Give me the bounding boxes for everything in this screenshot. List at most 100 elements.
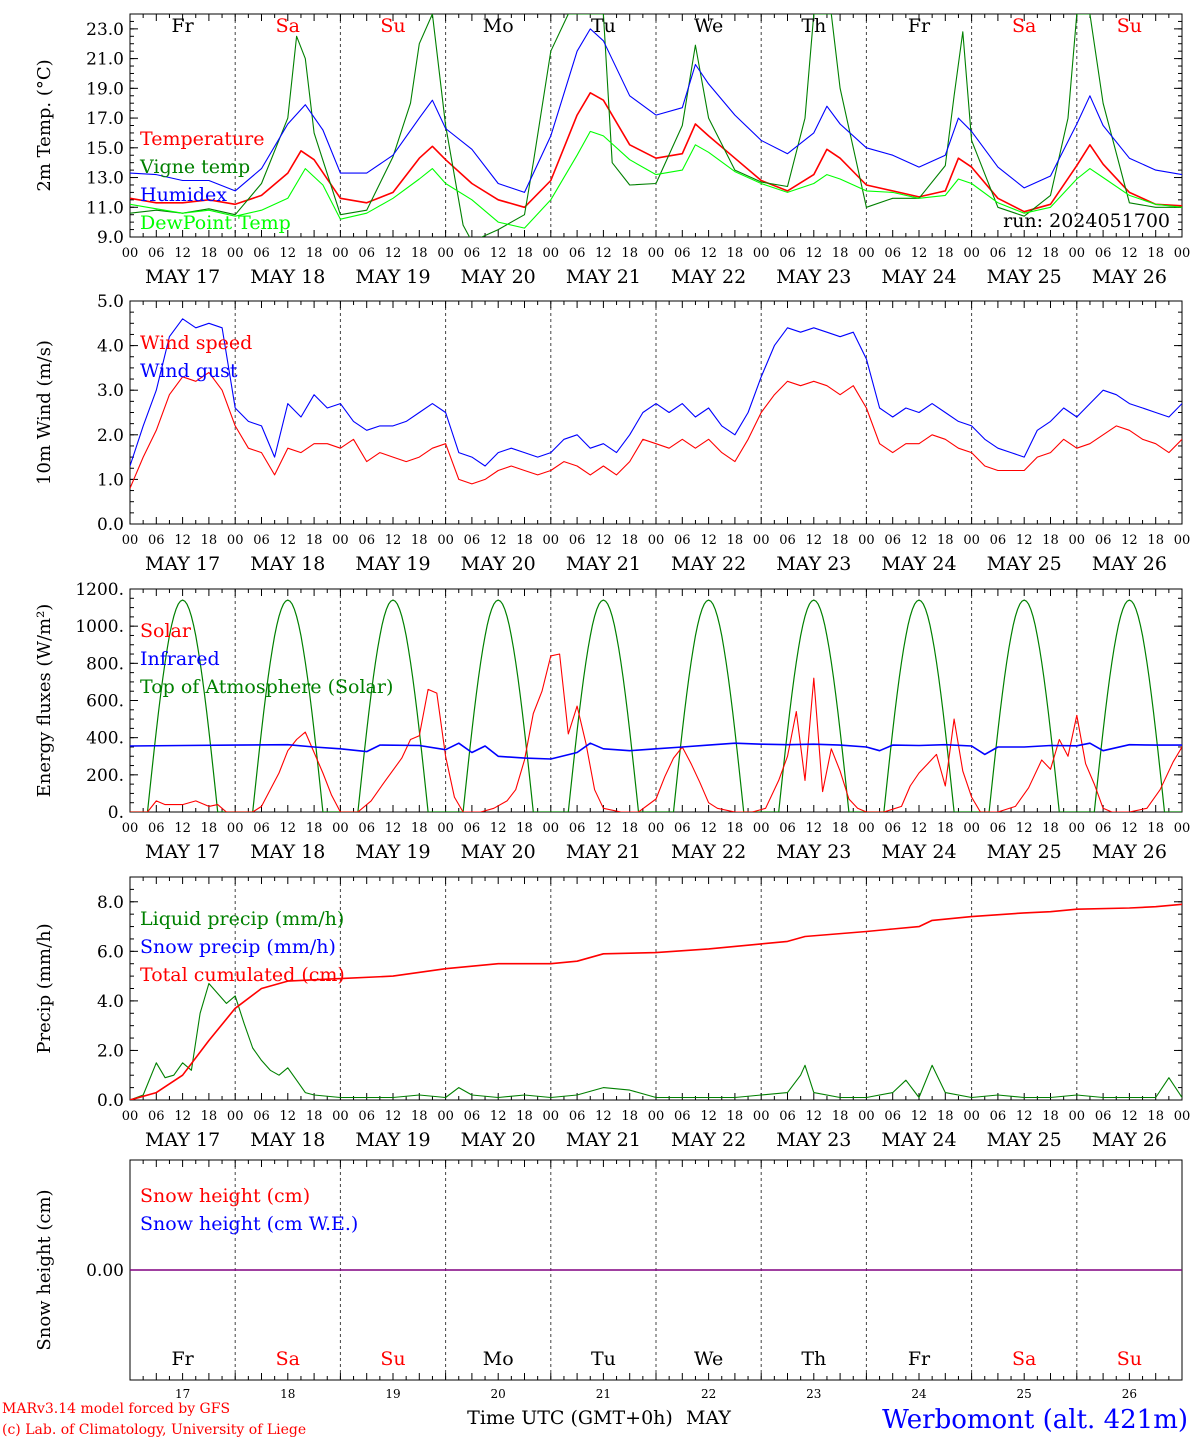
y-tick-label: 8.0 xyxy=(97,893,124,913)
y-tick-label: 5.0 xyxy=(97,292,124,312)
weekday-label: We xyxy=(694,1348,723,1370)
x-hour-tick-label: 00 xyxy=(227,246,244,261)
x-hour-tick-label: 18 xyxy=(201,1109,218,1124)
x-hour-tick-label: 06 xyxy=(569,533,586,548)
x-hour-tick-label: 18 xyxy=(201,821,218,836)
x-date-label: MAY 26 xyxy=(1092,553,1167,575)
footer-lab-text: (c) Lab. of Climatology, University of L… xyxy=(2,1422,306,1438)
x-hour-tick-label: 12 xyxy=(806,1109,823,1124)
x-hour-tick-label: 06 xyxy=(569,1109,586,1124)
x-hour-tick-label: 00 xyxy=(543,1109,560,1124)
x-date-label: MAY 24 xyxy=(881,553,956,575)
x-date-label: MAY 22 xyxy=(671,841,746,863)
x-hour-tick-label: 18 xyxy=(411,821,428,836)
x-hour-tick-label: 18 xyxy=(727,246,744,261)
x-hour-tick-label: 00 xyxy=(858,1109,875,1124)
legend-entry: Infrared xyxy=(140,648,220,670)
x-hour-tick-label: 00 xyxy=(332,246,349,261)
x-hour-tick-label: 06 xyxy=(253,1109,270,1124)
x-hour-tick-label: 12 xyxy=(174,821,191,836)
x-hour-tick-label: 18 xyxy=(1147,821,1164,836)
x-hour-tick-label: 12 xyxy=(280,246,297,261)
run-label: run: 2024051700 xyxy=(1003,210,1170,232)
weekday-label: Su xyxy=(380,15,405,37)
x-hour-tick-label: 18 xyxy=(306,1109,323,1124)
day-number-label: 19 xyxy=(385,1387,400,1401)
x-hour-tick-label: 00 xyxy=(227,1109,244,1124)
x-hour-tick-label: 12 xyxy=(174,246,191,261)
x-hour-tick-label: 00 xyxy=(332,821,349,836)
weekday-label: Su xyxy=(1117,1348,1142,1370)
x-hour-tick-label: 00 xyxy=(543,246,560,261)
x-date-label: MAY 19 xyxy=(355,841,430,863)
x-hour-tick-label: 06 xyxy=(569,246,586,261)
x-hour-tick-label: 00 xyxy=(437,1109,454,1124)
series-line-liquid-precip-mm-h- xyxy=(130,982,1182,1100)
x-hour-tick-label: 12 xyxy=(490,1109,507,1124)
x-hour-tick-label: 18 xyxy=(621,533,638,548)
x-hour-tick-label: 06 xyxy=(148,246,165,261)
x-date-label: MAY 18 xyxy=(250,266,325,288)
x-hour-tick-label: 00 xyxy=(1069,1109,1086,1124)
series-line-toa xyxy=(130,599,1182,812)
weekday-label: Su xyxy=(380,1348,405,1370)
day-number-label: 23 xyxy=(806,1387,821,1401)
x-hour-tick-label: 00 xyxy=(1174,1109,1191,1124)
x-hour-tick-label: 18 xyxy=(306,533,323,548)
x-date-label: MAY 19 xyxy=(355,266,430,288)
x-hour-tick-label: 06 xyxy=(779,533,796,548)
x-hour-tick-label: 06 xyxy=(464,1109,481,1124)
x-hour-tick-label: 00 xyxy=(122,821,139,836)
x-date-label: MAY 25 xyxy=(987,1129,1062,1151)
weekday-label: Tu xyxy=(591,1348,616,1370)
x-hour-tick-label: 12 xyxy=(700,246,717,261)
x-hour-tick-label: 00 xyxy=(648,246,665,261)
legend-entry: Total cumulated (cm) xyxy=(140,964,345,986)
x-hour-tick-label: 00 xyxy=(1174,821,1191,836)
x-hour-tick-label: 18 xyxy=(306,246,323,261)
x-hour-tick-label: 12 xyxy=(1121,821,1138,836)
weekday-label: Th xyxy=(801,15,826,37)
panel-snow xyxy=(129,1159,1183,1381)
y-tick-label: 4.0 xyxy=(97,337,124,357)
x-hour-tick-label: 12 xyxy=(1016,821,1033,836)
x-hour-tick-label: 18 xyxy=(411,246,428,261)
day-number-label: 20 xyxy=(491,1387,506,1401)
series-line-solar xyxy=(130,653,1182,812)
y-tick-label: 15.0 xyxy=(86,139,124,159)
x-hour-tick-label: 00 xyxy=(753,1109,770,1124)
panel-wind xyxy=(129,300,1183,525)
y-tick-label: 600. xyxy=(86,692,124,712)
x-hour-tick-label: 06 xyxy=(1095,1109,1112,1124)
x-hour-tick-label: 00 xyxy=(963,1109,980,1124)
x-date-label: MAY 20 xyxy=(461,266,536,288)
x-hour-tick-label: 18 xyxy=(832,246,849,261)
y-tick-label: 6.0 xyxy=(97,942,124,962)
x-hour-tick-label: 12 xyxy=(280,1109,297,1124)
plot-frame xyxy=(129,300,1183,525)
x-hour-tick-label: 06 xyxy=(779,821,796,836)
y-tick-label: 2.0 xyxy=(97,426,124,446)
x-date-label: MAY 20 xyxy=(461,553,536,575)
x-hour-tick-label: 18 xyxy=(937,821,954,836)
x-date-label: MAY 26 xyxy=(1092,841,1167,863)
x-hour-tick-label: 12 xyxy=(595,533,612,548)
x-hour-tick-label: 18 xyxy=(1042,821,1059,836)
y-tick-label: 1200. xyxy=(75,580,124,600)
x-hour-tick-label: 18 xyxy=(1147,246,1164,261)
legend-entry: Snow precip (mm/h) xyxy=(140,936,336,958)
x-hour-tick-label: 06 xyxy=(674,1109,691,1124)
series-line-temperature xyxy=(130,92,1182,213)
x-hour-tick-label: 12 xyxy=(595,1109,612,1124)
x-date-label: MAY 21 xyxy=(566,841,641,863)
x-date-label: MAY 21 xyxy=(566,266,641,288)
x-hour-tick-label: 06 xyxy=(884,1109,901,1124)
series-line-total-cumulated-cm- xyxy=(130,903,1182,1100)
day-number-label: 21 xyxy=(596,1387,611,1401)
y-axis-label: Energy fluxes (W/m²) xyxy=(34,604,55,798)
x-hour-tick-label: 00 xyxy=(858,533,875,548)
x-date-label: MAY 24 xyxy=(881,1129,956,1151)
y-tick-label: 23.0 xyxy=(86,20,124,40)
weekday-label: Fr xyxy=(908,15,931,37)
x-hour-tick-label: 00 xyxy=(753,246,770,261)
